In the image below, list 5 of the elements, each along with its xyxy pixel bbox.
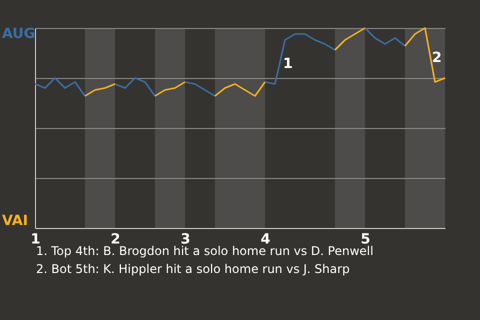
text: AUG	[2, 26, 36, 42]
annotation: 1	[283, 56, 293, 72]
text: 2. Bot 5th: K. Hippler hit a solo home run vs J. Sharp	[36, 261, 351, 278]
text: VAI	[2, 213, 28, 229]
annotation: 2	[432, 50, 442, 66]
